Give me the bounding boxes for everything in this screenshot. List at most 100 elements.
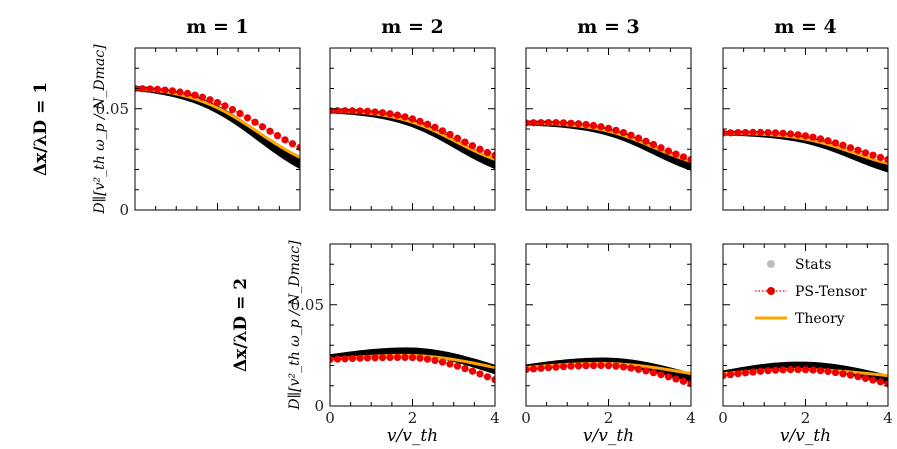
ps-tensor-point xyxy=(854,373,862,381)
x-tick-label: 4 xyxy=(686,409,696,427)
ps-tensor-point xyxy=(356,354,364,362)
ps-tensor-point xyxy=(416,354,424,362)
panel-frame xyxy=(525,243,692,407)
x-tick-label: 2 xyxy=(408,409,418,427)
y-tick-label: 0.05 xyxy=(96,100,129,118)
ps-tensor-point xyxy=(756,367,765,375)
ps-tensor-point xyxy=(824,137,832,145)
ps-tensor-point xyxy=(642,137,650,145)
y-axis-label: D∥[v²_th ω_p / N_Dmac] xyxy=(287,240,303,411)
ps-tensor-point xyxy=(726,129,735,137)
ps-tensor-point xyxy=(386,353,394,362)
ps-tensor-point xyxy=(771,366,780,374)
ps-tensor-point xyxy=(771,129,780,137)
y-tick-label: 0 xyxy=(119,201,129,219)
ps-tensor-point xyxy=(649,140,658,149)
ps-tensor-point xyxy=(146,85,154,93)
ps-tensor-point xyxy=(764,128,772,137)
ps-tensor-point xyxy=(423,120,432,128)
ps-tensor-point xyxy=(461,138,469,146)
ps-tensor-point xyxy=(552,119,560,127)
x-tick-label: 0 xyxy=(718,409,728,427)
ps-tensor-point xyxy=(687,155,691,164)
ps-tensor-point xyxy=(393,111,402,119)
ps-tensor-point xyxy=(876,153,885,162)
ps-tensor-point xyxy=(266,127,274,135)
ps-tensor-point xyxy=(438,127,447,135)
ps-tensor-point xyxy=(371,354,379,362)
panel-frame xyxy=(329,47,496,211)
ps-tensor-point xyxy=(816,367,825,375)
ps-tensor-point xyxy=(604,124,613,132)
ps-tensor-point xyxy=(401,353,409,362)
ps-tensor-point xyxy=(627,131,635,139)
ps-tensor-point xyxy=(854,146,862,154)
ps-tensor-point xyxy=(749,128,757,136)
ps-tensor-point xyxy=(809,366,817,374)
ps-tensor-point xyxy=(567,362,575,370)
ps-tensor-point xyxy=(258,123,267,131)
ps-tensor-point xyxy=(168,87,177,95)
ps-tensor-point xyxy=(809,133,817,141)
ps-tensor-point xyxy=(333,107,342,115)
panel-plot-area xyxy=(330,107,495,170)
ps-tensor-point xyxy=(348,107,357,115)
ps-tensor-point xyxy=(723,372,727,380)
ps-tensor-point xyxy=(589,361,598,370)
column-title: m = 4 xyxy=(774,16,836,38)
panel-plot-area xyxy=(330,347,495,384)
ps-tensor-point xyxy=(634,134,643,142)
panel-frame xyxy=(134,47,301,211)
ps-tensor-point xyxy=(612,126,620,134)
ps-tensor-point xyxy=(236,109,244,118)
column-title: m = 1 xyxy=(186,16,248,38)
ps-tensor-point xyxy=(221,102,229,110)
ps-tensor-point xyxy=(756,128,765,137)
ps-tensor-point xyxy=(846,144,855,152)
ps-tensor-point xyxy=(161,86,169,94)
ps-tensor-point xyxy=(333,355,342,363)
ps-tensor-point xyxy=(476,145,484,153)
ps-tensor-point xyxy=(801,132,810,140)
ps-tensor-point xyxy=(794,131,802,139)
ps-tensor-point xyxy=(408,354,417,362)
ps-tensor-point xyxy=(446,130,454,139)
panel-r1-c2 xyxy=(525,243,692,407)
ps-tensor-point xyxy=(839,370,847,378)
ps-tensor-point xyxy=(453,134,462,142)
column-title: m = 2 xyxy=(381,16,443,38)
ps-tensor-point xyxy=(378,109,387,117)
ps-tensor-point xyxy=(491,151,495,160)
ps-tensor-point xyxy=(741,369,750,377)
ps-tensor-point xyxy=(176,88,184,96)
ps-tensor-point xyxy=(483,373,492,381)
x-axis-label: v/v_th xyxy=(583,426,634,446)
panel-plot-area xyxy=(723,128,888,173)
ps-tensor-point xyxy=(378,354,387,362)
ps-tensor-point xyxy=(552,363,560,371)
ps-tensor-point xyxy=(612,362,620,370)
ps-tensor-point xyxy=(393,353,402,362)
ps-tensor-point xyxy=(801,366,810,374)
ps-tensor-point xyxy=(341,355,349,363)
ps-tensor-point xyxy=(356,107,364,115)
ps-tensor-point xyxy=(371,108,379,116)
legend-stats-marker xyxy=(767,260,775,268)
ps-tensor-point xyxy=(438,358,447,366)
ps-tensor-point xyxy=(582,362,590,370)
ps-tensor-point xyxy=(749,368,757,376)
x-axis-label: v/v_th xyxy=(387,426,438,446)
ps-tensor-point xyxy=(589,121,598,130)
ps-tensor-point xyxy=(861,149,870,157)
ps-tensor-point xyxy=(228,105,237,114)
stats-band xyxy=(135,85,300,170)
ps-tensor-point xyxy=(559,363,568,371)
ps-tensor-point xyxy=(431,123,439,131)
ps-tensor-point xyxy=(634,365,643,373)
legend-theory-label: Theory xyxy=(795,311,845,327)
ps-tensor-point xyxy=(619,363,628,371)
ps-tensor-point xyxy=(461,365,469,373)
x-tick-label: 0 xyxy=(325,409,335,427)
panel-r0-c1 xyxy=(329,47,496,211)
